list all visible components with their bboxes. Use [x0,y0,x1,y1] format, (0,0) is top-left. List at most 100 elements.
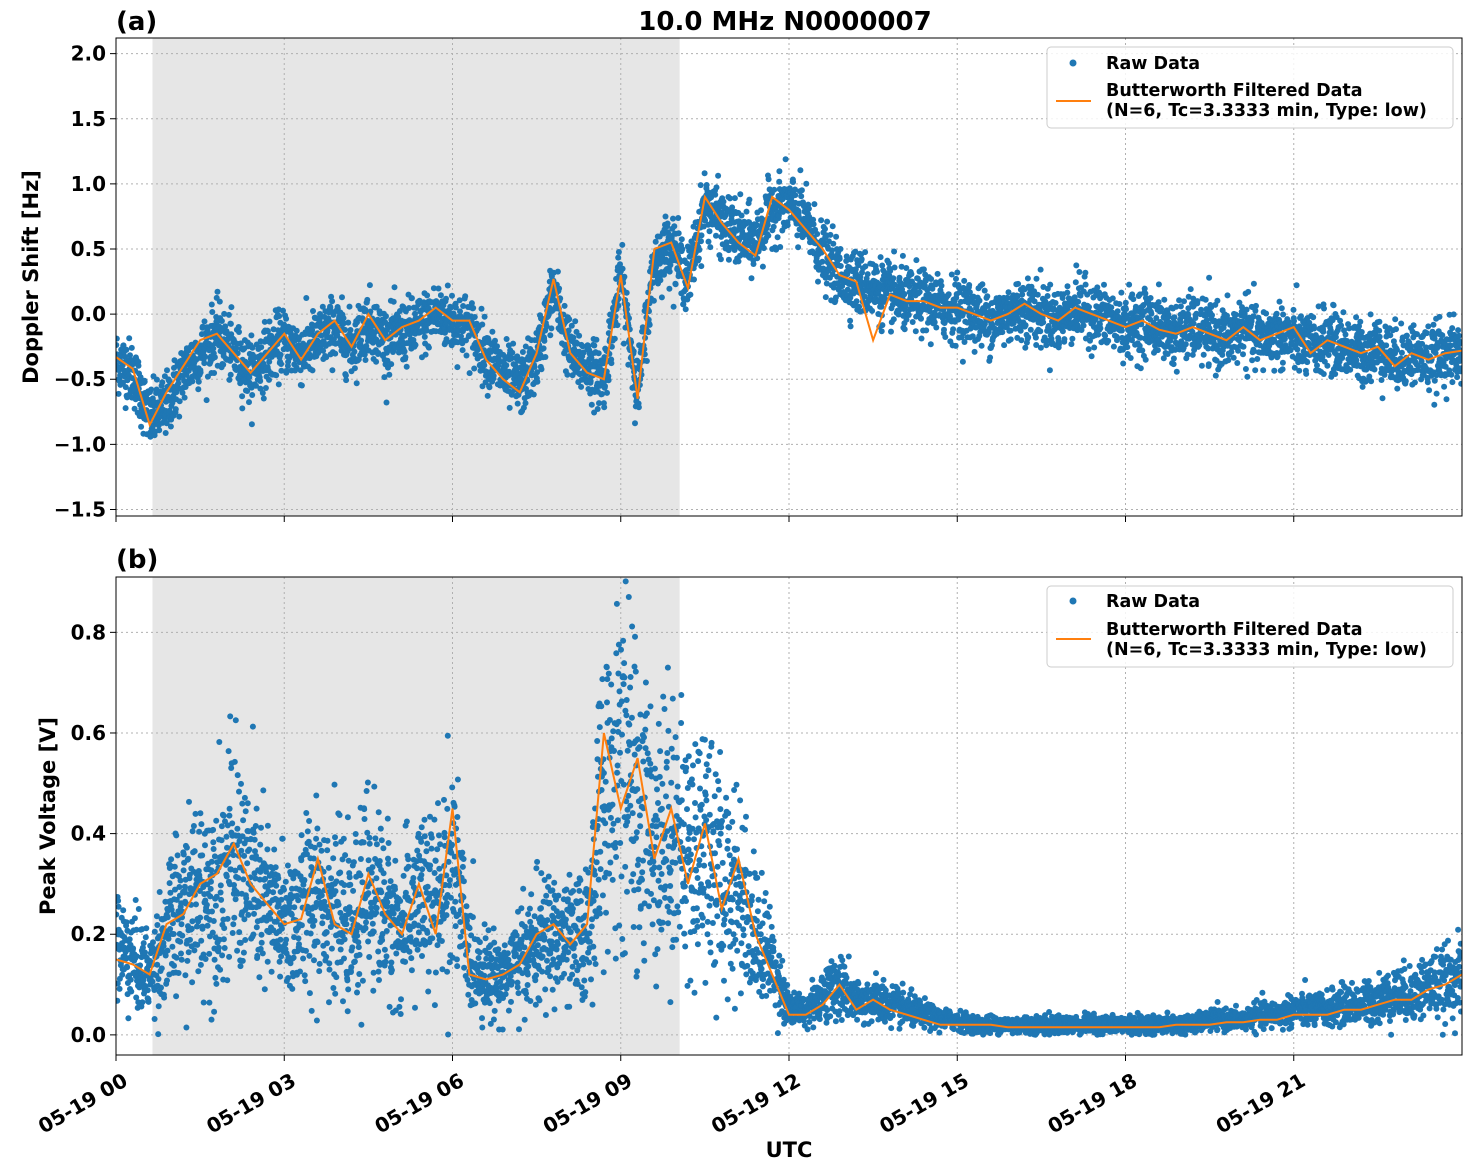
raw-data-point [177,398,183,404]
raw-data-point [822,226,828,232]
raw-data-point [1056,341,1062,347]
raw-data-point [675,215,681,221]
raw-data-point [1123,306,1129,312]
raw-data-point [1064,290,1070,296]
raw-data-point [1311,326,1317,332]
raw-data-point [890,275,896,281]
raw-data-point [354,380,360,386]
raw-data-point [1296,368,1302,374]
raw-data-point [363,357,369,363]
raw-data-point [1392,316,1398,322]
raw-data-point [953,276,959,282]
raw-data-point [329,367,335,373]
raw-data-point [572,318,578,324]
raw-data-point [1185,352,1191,358]
raw-data-point [1310,314,1316,320]
raw-data-point [1244,307,1250,313]
raw-data-point [503,362,509,368]
raw-data-point [744,209,750,215]
raw-data-point [824,219,830,225]
raw-data-point [897,275,903,281]
raw-data-point [1105,338,1111,344]
raw-data-point [913,257,919,263]
raw-data-point [1028,327,1034,333]
raw-data-point [982,288,988,294]
raw-data-point [726,257,732,263]
raw-data-point [278,352,284,358]
raw-data-point [1076,269,1082,275]
raw-data-point [1069,336,1075,342]
raw-data-point [886,260,892,266]
raw-data-point [261,396,267,402]
raw-data-point [1018,337,1024,343]
raw-data-point [1171,361,1177,367]
raw-data-point [1225,292,1231,298]
raw-data-point [1108,304,1114,310]
raw-data-point [1022,345,1028,351]
raw-data-point [510,341,516,347]
raw-data-point [351,349,357,355]
raw-data-point [837,256,843,262]
raw-data-point [343,377,349,383]
raw-data-point [1326,352,1332,358]
raw-data-point [1040,319,1046,325]
raw-data-point [531,392,537,398]
raw-data-point [1235,348,1241,354]
raw-data-point [602,383,608,389]
raw-data-point [1094,284,1100,290]
raw-data-point [1199,363,1205,369]
raw-data-point [1291,307,1297,313]
raw-data-point [847,318,853,324]
raw-data-point [1033,335,1039,341]
raw-data-point [1233,312,1239,318]
raw-data-point [1368,311,1374,317]
raw-data-point [249,392,255,398]
raw-data-point [454,364,460,370]
raw-data-point [541,338,547,344]
raw-data-point [485,393,491,399]
raw-data-point [687,292,693,298]
raw-data-point [520,349,526,355]
raw-data-point [859,256,865,262]
raw-data-point [679,246,685,252]
raw-data-point [619,242,625,248]
raw-data-point [388,361,394,367]
raw-data-point [1340,309,1346,315]
raw-data-point [276,313,282,319]
raw-data-point [1035,292,1041,298]
raw-data-point [1357,319,1363,325]
raw-data-point [248,332,254,338]
raw-data-point [932,319,938,325]
raw-data-point [481,362,487,368]
raw-data-point [746,197,752,203]
raw-data-point [1101,282,1107,288]
raw-data-point [1320,329,1326,335]
raw-data-point [1372,367,1378,373]
raw-data-point [423,352,429,358]
raw-data-point [1126,282,1132,288]
raw-data-point [1086,304,1092,310]
raw-data-point [310,308,316,314]
raw-data-point [1183,341,1189,347]
raw-data-point [815,279,821,285]
raw-data-point [751,261,757,267]
raw-data-point [1045,293,1051,299]
raw-data-point [776,179,782,185]
raw-data-point [547,332,553,338]
raw-data-point [698,238,704,244]
raw-data-point [236,329,242,335]
raw-data-point [548,325,554,331]
raw-data-point [364,297,370,303]
raw-data-point [979,343,985,349]
raw-data-point [1294,347,1300,353]
raw-data-point [946,291,952,297]
raw-data-point [189,378,195,384]
raw-data-point [422,334,428,340]
raw-data-point [347,304,353,310]
raw-data-point [615,255,621,261]
raw-data-point [1075,299,1081,305]
raw-data-point [939,283,945,289]
raw-data-point [138,424,144,430]
raw-data-point [900,253,906,259]
